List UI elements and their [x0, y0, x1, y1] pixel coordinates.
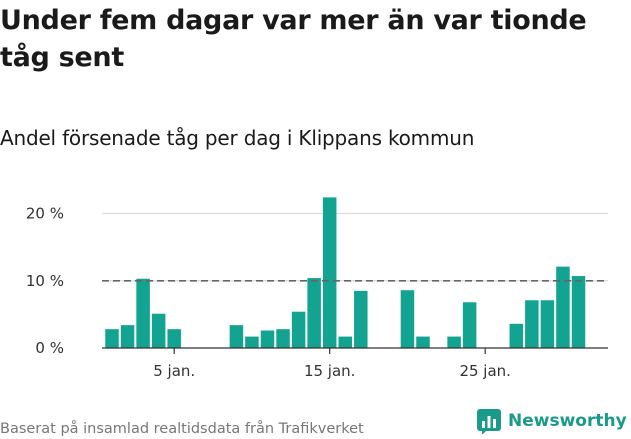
y-tick-label: 20 % [26, 205, 64, 223]
newsworthy-logo[interactable]: Newsworthy [476, 408, 627, 434]
bar[interactable] [136, 278, 150, 348]
bar[interactable] [151, 313, 166, 348]
bar[interactable] [260, 330, 275, 348]
x-tick-label: 5 jan. [153, 362, 195, 380]
logo-text: Newsworthy [508, 411, 627, 431]
bar[interactable] [229, 325, 244, 348]
bar[interactable] [540, 300, 555, 348]
bar[interactable] [509, 323, 524, 348]
bar[interactable] [571, 276, 586, 348]
bar[interactable] [276, 329, 290, 348]
chart-subtitle: Andel försenade tåg per dag i Klippans k… [0, 126, 475, 150]
bar[interactable] [525, 300, 539, 348]
chart-logo-icon [477, 409, 501, 434]
bar[interactable] [338, 336, 353, 348]
y-tick-label: 0 % [35, 339, 64, 357]
bar[interactable] [120, 325, 135, 348]
bar[interactable] [416, 336, 430, 348]
bar[interactable] [322, 197, 337, 348]
x-tick-label: 25 jan. [459, 362, 511, 380]
bar[interactable] [307, 278, 321, 348]
bar[interactable] [462, 302, 477, 348]
bar[interactable] [105, 329, 119, 348]
bar[interactable] [245, 336, 259, 348]
bar[interactable] [291, 311, 306, 348]
bar[interactable] [167, 329, 181, 348]
x-tick-label: 15 jan. [304, 362, 356, 380]
bar[interactable] [556, 266, 570, 348]
bar[interactable] [354, 290, 368, 348]
bar[interactable] [447, 336, 461, 348]
bar-chart: 0 % 10 % 20 % 5 jan. 15 jan. 25 jan. [26, 197, 608, 380]
bar[interactable] [400, 290, 415, 348]
source-note: Baserat på insamlad realtidsdata från Tr… [0, 421, 364, 437]
y-tick-label: 10 % [26, 272, 64, 290]
chart-title: Under fem dagar var mer än var tionde tå… [0, 5, 587, 73]
